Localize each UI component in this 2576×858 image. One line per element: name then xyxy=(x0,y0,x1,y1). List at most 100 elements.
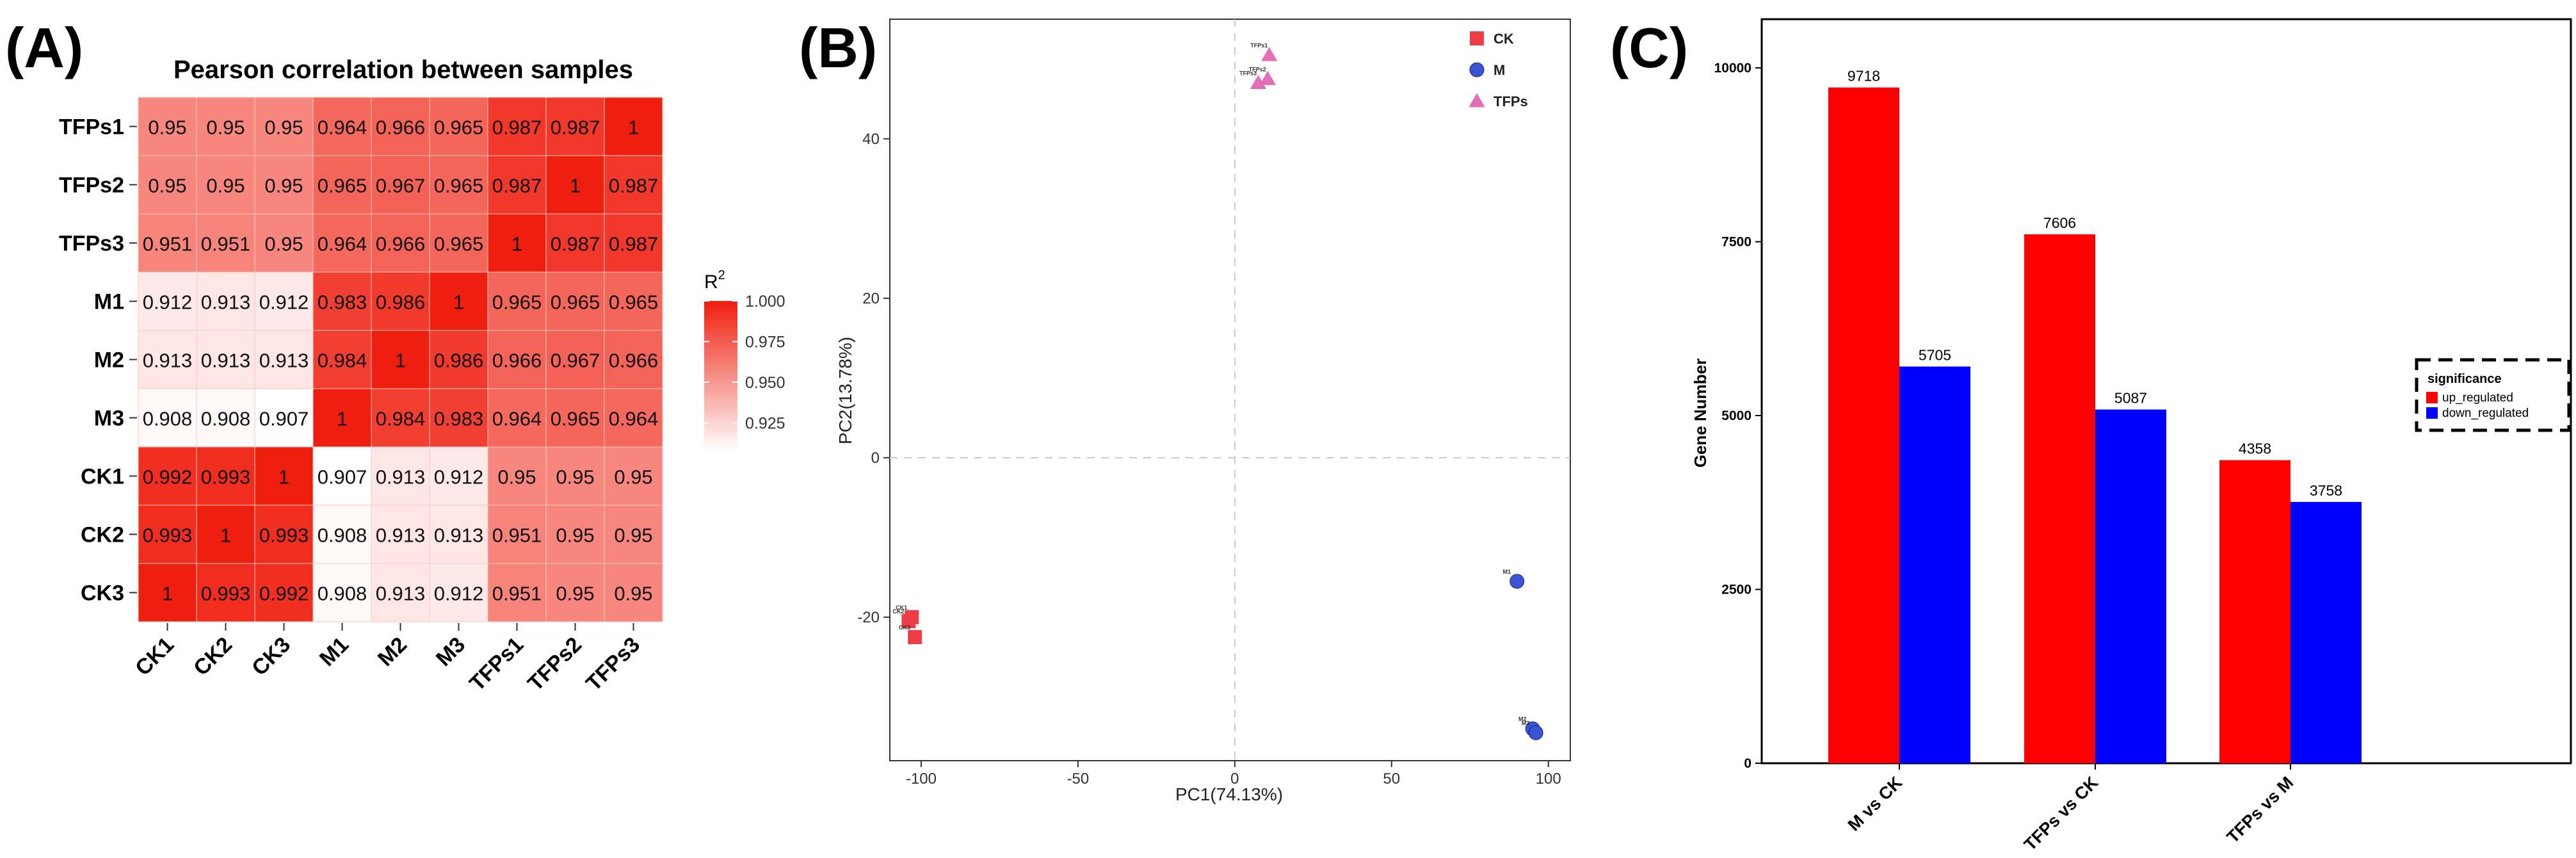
heatmap-col-label-tfps1: TFPs1 xyxy=(465,633,528,696)
heatmap-cell-value: 0.965 xyxy=(434,117,484,139)
heatmap-cell-value: 0.95 xyxy=(556,524,594,547)
heatmap-cell-value: 0.964 xyxy=(492,408,542,430)
heatmap-cell-value: 0.907 xyxy=(259,408,309,430)
heatmap-cell-value: 0.987 xyxy=(551,233,600,255)
panel-label-c: (C) xyxy=(1610,16,1688,79)
heatmap-cell xyxy=(254,446,314,506)
heatmap-cell xyxy=(138,446,197,506)
heatmap-cell-value: 0.986 xyxy=(376,291,426,314)
heatmap-cell-value: 0.966 xyxy=(492,350,542,372)
heatmap-cell xyxy=(604,505,663,564)
heatmap-cell-value: 0.912 xyxy=(434,583,484,605)
heatmap-cell xyxy=(312,213,372,273)
heatmap-row-label-ck1: CK1 xyxy=(81,465,124,489)
heatmap-cell-value: 1 xyxy=(220,524,231,547)
heatmap-cell-value: 0.913 xyxy=(376,524,426,547)
heatmap-cell-value: 0.964 xyxy=(318,233,367,255)
bar-down-regulated-tfps-vs-ck xyxy=(2095,409,2166,763)
heatmap-cell-value: 0.95 xyxy=(614,524,652,547)
heatmap-cell-value: 0.986 xyxy=(434,350,484,372)
pca-reference-lines xyxy=(890,19,1570,761)
pca-point-tfps1 xyxy=(1261,47,1278,61)
heatmap-cell xyxy=(371,505,430,564)
colorbar xyxy=(704,301,737,452)
pca-point-m3 xyxy=(1528,725,1543,740)
heatmap-cell xyxy=(254,155,314,214)
heatmap-cell-value: 0.951 xyxy=(492,524,542,547)
heatmap-row-label-ck2: CK2 xyxy=(81,523,124,547)
heatmap-cell xyxy=(429,97,488,156)
heatmap-cell xyxy=(254,330,314,389)
pca-point-label: M1 xyxy=(1502,569,1511,575)
heatmap-cell-value: 0.965 xyxy=(609,291,659,314)
pca-point-label: M2 xyxy=(1518,716,1527,722)
heatmap-cell xyxy=(312,155,372,214)
heatmap-row-label-tfps3: TFPs3 xyxy=(59,232,124,256)
pca-point-tfps2 xyxy=(1259,70,1276,85)
heatmap-cell xyxy=(487,155,547,214)
heatmap-cell xyxy=(371,213,430,273)
bar-y-tick-label: 0 xyxy=(1744,756,1751,771)
pca-legend-label: CK xyxy=(1493,31,1514,47)
heatmap-cell-value: 0.987 xyxy=(609,175,659,197)
heatmap-cell-value: 0.95 xyxy=(206,175,245,197)
heatmap-cells: 0.95 0.95 0.95 0.964 0.966 0.965 0.987 0.987 1 0.… xyxy=(138,97,663,622)
bar-value-label: 7606 xyxy=(2043,214,2076,231)
heatmap-cell-value: 0.913 xyxy=(201,350,251,372)
heatmap-cell-value: 0.984 xyxy=(376,408,426,430)
heatmap-cell xyxy=(196,271,255,331)
pca-point-label: TFPs3 xyxy=(1239,70,1257,77)
heatmap-cell xyxy=(138,505,197,564)
heatmap-row-label-m2: M2 xyxy=(94,348,124,373)
bar-y-tick-label: 10000 xyxy=(1714,61,1751,76)
heatmap-cell-value: 0.965 xyxy=(492,291,542,314)
heatmap-cell-value: 0.987 xyxy=(492,117,542,139)
heatmap-row-label-ck3: CK3 xyxy=(81,581,124,606)
pca-legend-symbol-ck xyxy=(1470,31,1484,45)
bar-legend-title: significance xyxy=(2427,372,2502,386)
heatmap-cell-value: 0.913 xyxy=(259,350,309,372)
heatmap-cell-value: 0.913 xyxy=(376,583,426,605)
heatmap-cell-value: 0.965 xyxy=(434,233,484,255)
bar-y-tick-label: 7500 xyxy=(1721,235,1751,250)
bar-value-label: 5705 xyxy=(1919,346,1951,363)
bar-legend-label-down: down_regulated xyxy=(2442,407,2529,420)
heatmap-cell-value: 0.95 xyxy=(614,583,652,605)
heatmap-cell xyxy=(429,155,488,214)
pca-x-tick-label: -100 xyxy=(906,770,937,788)
heatmap-cell xyxy=(487,213,547,273)
heatmap-cell-value: 0.913 xyxy=(434,524,484,547)
heatmap-cell-value: 0.95 xyxy=(614,466,652,489)
bar-up-regulated-tfps-vs-m xyxy=(2219,460,2290,763)
bar-category-labels: M vs CK TFPs vs CK TFPs vs M xyxy=(1844,763,2298,854)
bar-y-tick-label: 5000 xyxy=(1721,409,1751,423)
heatmap-cell-value: 0.993 xyxy=(143,524,193,547)
heatmap-cell-value: 1 xyxy=(570,175,581,197)
heatmap-cell xyxy=(429,388,488,448)
heatmap-cell-value: 0.984 xyxy=(318,350,367,372)
heatmap-row-label-m1: M1 xyxy=(94,290,124,314)
heatmap-cell-value: 0.965 xyxy=(434,175,484,197)
bar-up-regulated-m-vs-ck xyxy=(1828,87,1899,764)
bar-category-label-tfps-vs-m: TFPs vs M xyxy=(2223,773,2298,847)
heatmap-cell-value: 0.908 xyxy=(143,408,193,430)
heatmap-cell-value: 0.987 xyxy=(609,233,659,255)
pca-y-ticks: -20 0 20 40 xyxy=(857,131,890,626)
heatmap-cell xyxy=(254,505,314,564)
heatmap-cell xyxy=(138,213,197,273)
heatmap-cell-value: 0.951 xyxy=(143,233,193,255)
pca-legend-label: M xyxy=(1493,62,1505,78)
heatmap-cell-value: 0.907 xyxy=(318,466,367,489)
heatmap-cell xyxy=(196,213,255,273)
pca-y-tick-label: -20 xyxy=(857,609,880,626)
heatmap-cell xyxy=(254,97,314,156)
heatmap-cell-value: 0.992 xyxy=(143,466,193,489)
colorbar-ticks: 1.000 0.975 0.950 0.925 xyxy=(704,293,785,432)
heatmap-cell-value: 0.993 xyxy=(259,524,309,547)
heatmap-cell-value: 1 xyxy=(395,350,406,372)
heatmap-cell xyxy=(604,563,663,622)
heatmap-cell-value: 0.964 xyxy=(609,408,659,430)
heatmap-cell xyxy=(487,446,547,506)
